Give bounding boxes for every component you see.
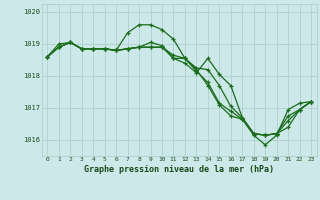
X-axis label: Graphe pression niveau de la mer (hPa): Graphe pression niveau de la mer (hPa) (84, 165, 274, 174)
